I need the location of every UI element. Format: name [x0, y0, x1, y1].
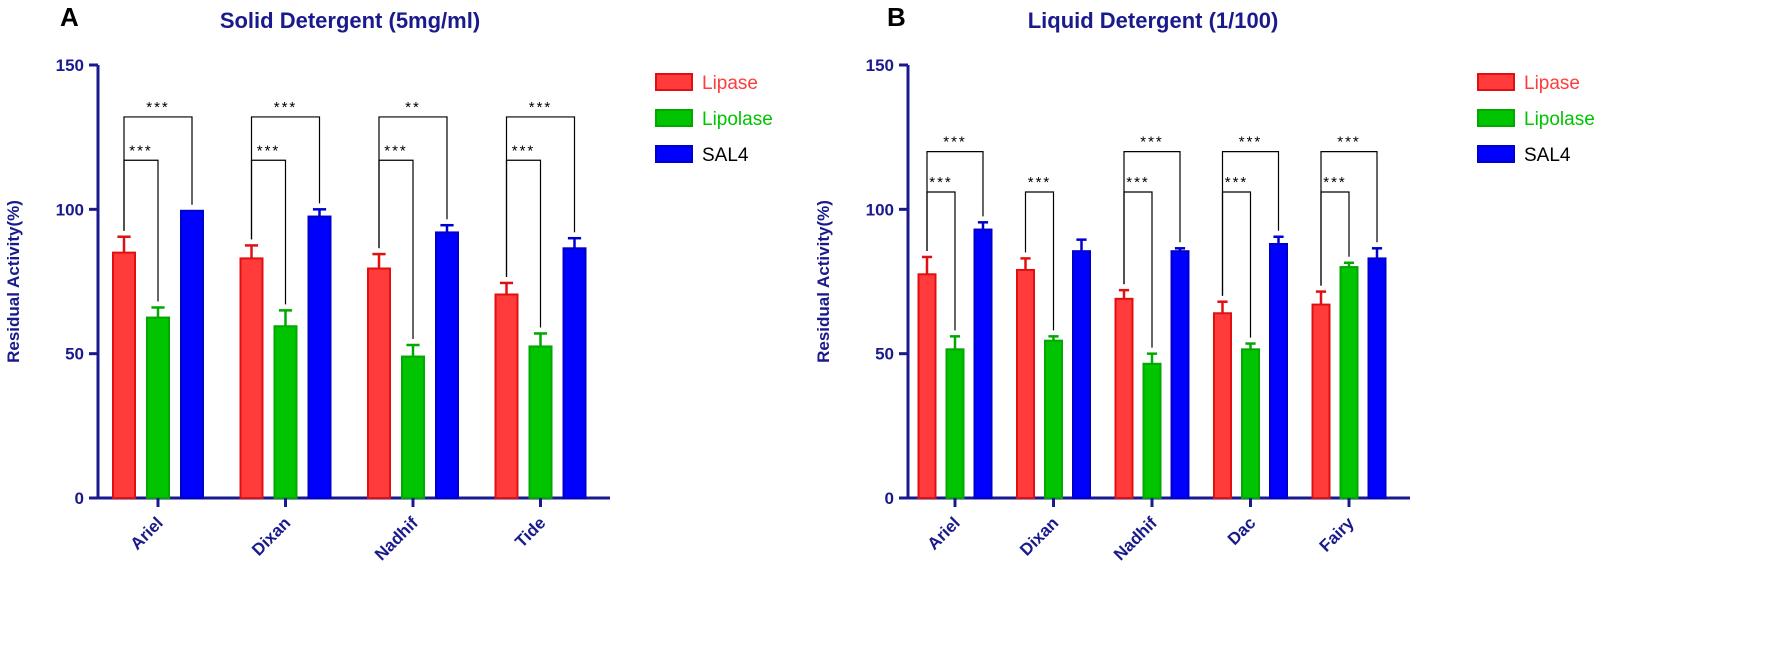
legend-label-lipase: Lipase — [1524, 73, 1580, 94]
significance-label: *** — [384, 142, 408, 159]
significance-bracket — [378, 116, 448, 249]
bar-lipolase-dac — [1241, 348, 1260, 499]
bar-lipolase-tide — [528, 345, 553, 500]
bar-sal4-nadhif — [435, 231, 459, 499]
significance-bracket — [1320, 151, 1378, 286]
legend-swatch-lipase — [655, 73, 693, 91]
x-tick-label: Dac — [1224, 513, 1259, 548]
y-tick-label: 50 — [875, 345, 894, 364]
x-tick-label: Fairy — [1316, 513, 1359, 556]
significance-label: *** — [129, 142, 153, 159]
bar-lipase-fairy — [1311, 303, 1331, 499]
bar-lipase-dac — [1213, 312, 1232, 499]
x-tick-label: Nadhif — [1110, 513, 1161, 564]
significance-label: *** — [274, 99, 298, 116]
legend-label-lipolase: Lipolase — [1524, 109, 1595, 130]
significance-bracket — [926, 151, 984, 251]
significance-bracket — [1221, 151, 1280, 296]
panel-letter: A — [60, 2, 79, 32]
x-tick-label: Nadhif — [371, 513, 422, 564]
y-tick-label: 150 — [56, 56, 84, 75]
x-tick-label: Dixan — [1016, 513, 1062, 559]
bar-lipase-ariel — [917, 273, 937, 499]
bar-lipolase-nadhif — [1142, 362, 1162, 499]
legend-label-lipase: Lipase — [702, 73, 758, 94]
bar-sal4-dixan — [307, 215, 332, 500]
panel-b: B Liquid Detergent (1/100) Residual Activi… — [814, 2, 1595, 564]
bar-sal4-nadhif — [1170, 250, 1190, 499]
y-tick-label: 0 — [885, 489, 894, 508]
legend-swatch-sal4 — [655, 145, 693, 163]
y-tick-label: 0 — [75, 489, 84, 508]
bar-sal4-fairy — [1367, 257, 1387, 500]
y-tick-label: 50 — [65, 345, 84, 364]
y-tick-label: 100 — [56, 200, 84, 219]
x-tick-label: Tide — [511, 513, 549, 551]
legend-swatch-lipolase — [655, 109, 693, 127]
bar-lipolase-fairy — [1339, 266, 1359, 500]
significance-label: *** — [929, 174, 953, 191]
x-tick-label: Ariel — [924, 513, 964, 553]
bar-sal4-ariel — [973, 228, 993, 499]
chart-title: Liquid Detergent (1/100) — [1028, 8, 1279, 33]
significance-label: *** — [1028, 174, 1052, 191]
y-tick-label: 100 — [866, 200, 894, 219]
chart-title: Solid Detergent (5mg/ml) — [220, 8, 480, 33]
bar-lipase-dixan — [1016, 268, 1035, 499]
bar-lipase-dixan — [239, 257, 264, 500]
legend-swatch-lipase — [1477, 73, 1515, 91]
x-tick-label: Dixan — [248, 513, 294, 559]
significance-label: ** — [405, 99, 421, 116]
panel-letter: B — [887, 2, 906, 32]
significance-label: *** — [529, 99, 553, 116]
legend-swatch-sal4 — [1477, 145, 1515, 163]
significance-bracket — [505, 116, 576, 277]
bar-lipolase-nadhif — [401, 355, 425, 500]
bar-sal4-tide — [562, 247, 587, 499]
bar-lipolase-dixan — [273, 325, 298, 500]
x-tick-label: Ariel — [127, 513, 167, 553]
significance-label: *** — [1323, 174, 1347, 191]
bar-sal4-ariel — [180, 209, 204, 499]
bar-lipolase-ariel — [146, 316, 170, 500]
y-tick-label: 150 — [866, 56, 894, 75]
bar-sal4-dac — [1269, 242, 1288, 499]
legend-label-lipolase: Lipolase — [702, 109, 773, 130]
significance-label: *** — [1126, 174, 1150, 191]
significance-label: *** — [512, 142, 536, 159]
significance-bracket — [123, 116, 193, 231]
bar-lipase-tide — [494, 293, 519, 499]
legend-swatch-lipolase — [1477, 109, 1515, 127]
bar-lipase-nadhif — [367, 267, 391, 500]
significance-bracket — [1024, 191, 1055, 331]
bar-lipase-nadhif — [1114, 297, 1134, 499]
bar-lipolase-dixan — [1044, 339, 1063, 499]
significance-label: *** — [257, 142, 281, 159]
significance-label: *** — [943, 134, 967, 151]
significance-label: *** — [146, 99, 170, 116]
significance-label: *** — [1140, 134, 1164, 151]
bar-sal4-dixan — [1072, 250, 1091, 499]
bar-lipolase-ariel — [945, 348, 965, 499]
legend-label-sal4: SAL4 — [702, 145, 749, 166]
significance-label: *** — [1337, 134, 1361, 151]
y-axis-label: Residual Activity(%) — [814, 200, 833, 363]
significance-bracket — [250, 116, 321, 240]
legend-label-sal4: SAL4 — [1524, 145, 1571, 166]
y-axis-label: Residual Activity(%) — [4, 200, 23, 363]
panel-a: A Solid Detergent (5mg/ml) Residual Activi… — [4, 2, 773, 564]
significance-label: *** — [1239, 134, 1263, 151]
significance-bracket — [1123, 151, 1181, 285]
bar-lipase-ariel — [112, 251, 136, 499]
significance-label: *** — [1225, 174, 1249, 191]
